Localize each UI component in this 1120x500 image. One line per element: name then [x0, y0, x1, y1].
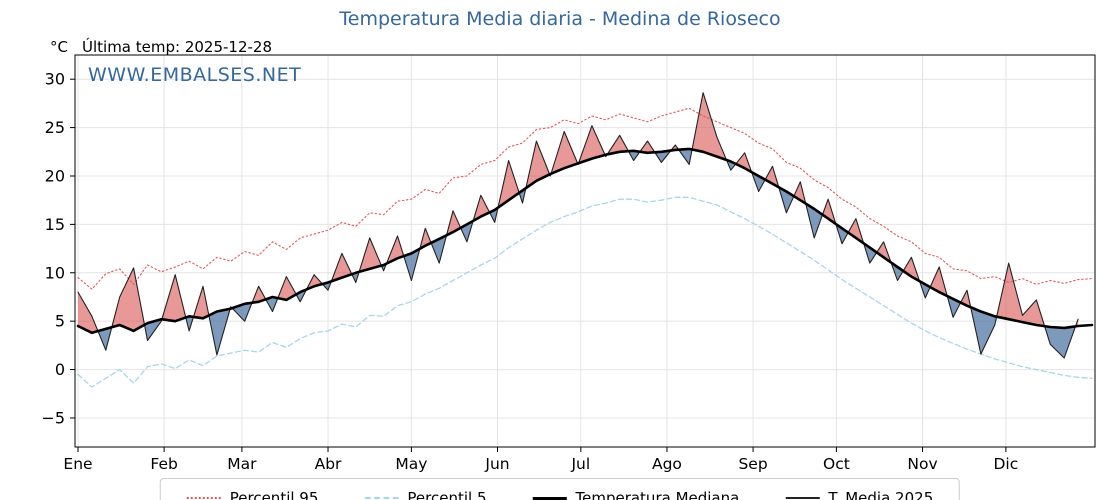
- svg-text:25: 25: [45, 118, 65, 137]
- legend-item-percentil-5: Percentil 5: [364, 489, 486, 500]
- chart-title: Temperatura Media diaria - Medina de Rio…: [339, 8, 781, 30]
- y-axis-units-label: °C: [50, 38, 68, 56]
- svg-text:Oct: Oct: [823, 455, 850, 473]
- last-temp-label: Última temp: 2025-12-28: [82, 38, 273, 56]
- svg-text:Jun: Jun: [484, 455, 509, 473]
- svg-text:Sep: Sep: [738, 455, 767, 473]
- legend-item-t-media-2025: T. Media 2025: [785, 489, 933, 500]
- percentil-95-line-sample: [186, 497, 221, 499]
- svg-text:Ene: Ene: [63, 455, 92, 473]
- svg-text:Mar: Mar: [227, 455, 257, 473]
- legend-label-t-media-2025: T. Media 2025: [828, 489, 934, 500]
- svg-text:Ago: Ago: [652, 455, 682, 473]
- svg-text:Nov: Nov: [907, 455, 937, 473]
- legend: Percentil 95 Percentil 5 Temperatura Med…: [159, 478, 961, 500]
- legend-item-mediana: Temperatura Mediana: [532, 489, 739, 500]
- svg-text:Abr: Abr: [315, 455, 342, 473]
- svg-text:15: 15: [45, 215, 65, 234]
- svg-text:20: 20: [45, 166, 65, 185]
- watermark: WWW.EMBALSES.NET: [88, 64, 302, 86]
- legend-label-percentil-95: Percentil 95: [229, 489, 319, 500]
- svg-text:0: 0: [55, 360, 65, 379]
- svg-text:Dic: Dic: [993, 455, 1018, 473]
- svg-text:Jul: Jul: [570, 455, 590, 473]
- svg-text:Feb: Feb: [150, 455, 177, 473]
- svg-text:5: 5: [55, 312, 65, 331]
- svg-text:May: May: [395, 455, 427, 473]
- legend-label-percentil-5: Percentil 5: [407, 489, 487, 500]
- legend-label-mediana: Temperatura Mediana: [575, 489, 740, 500]
- mediana-line-sample: [532, 496, 567, 500]
- legend-item-percentil-95: Percentil 95: [186, 489, 319, 500]
- svg-text:10: 10: [45, 263, 65, 282]
- svg-text:30: 30: [45, 70, 65, 89]
- svg-text:−5: −5: [41, 408, 65, 427]
- t-media-line-sample: [785, 497, 820, 499]
- percentil-5-line-sample: [364, 497, 399, 499]
